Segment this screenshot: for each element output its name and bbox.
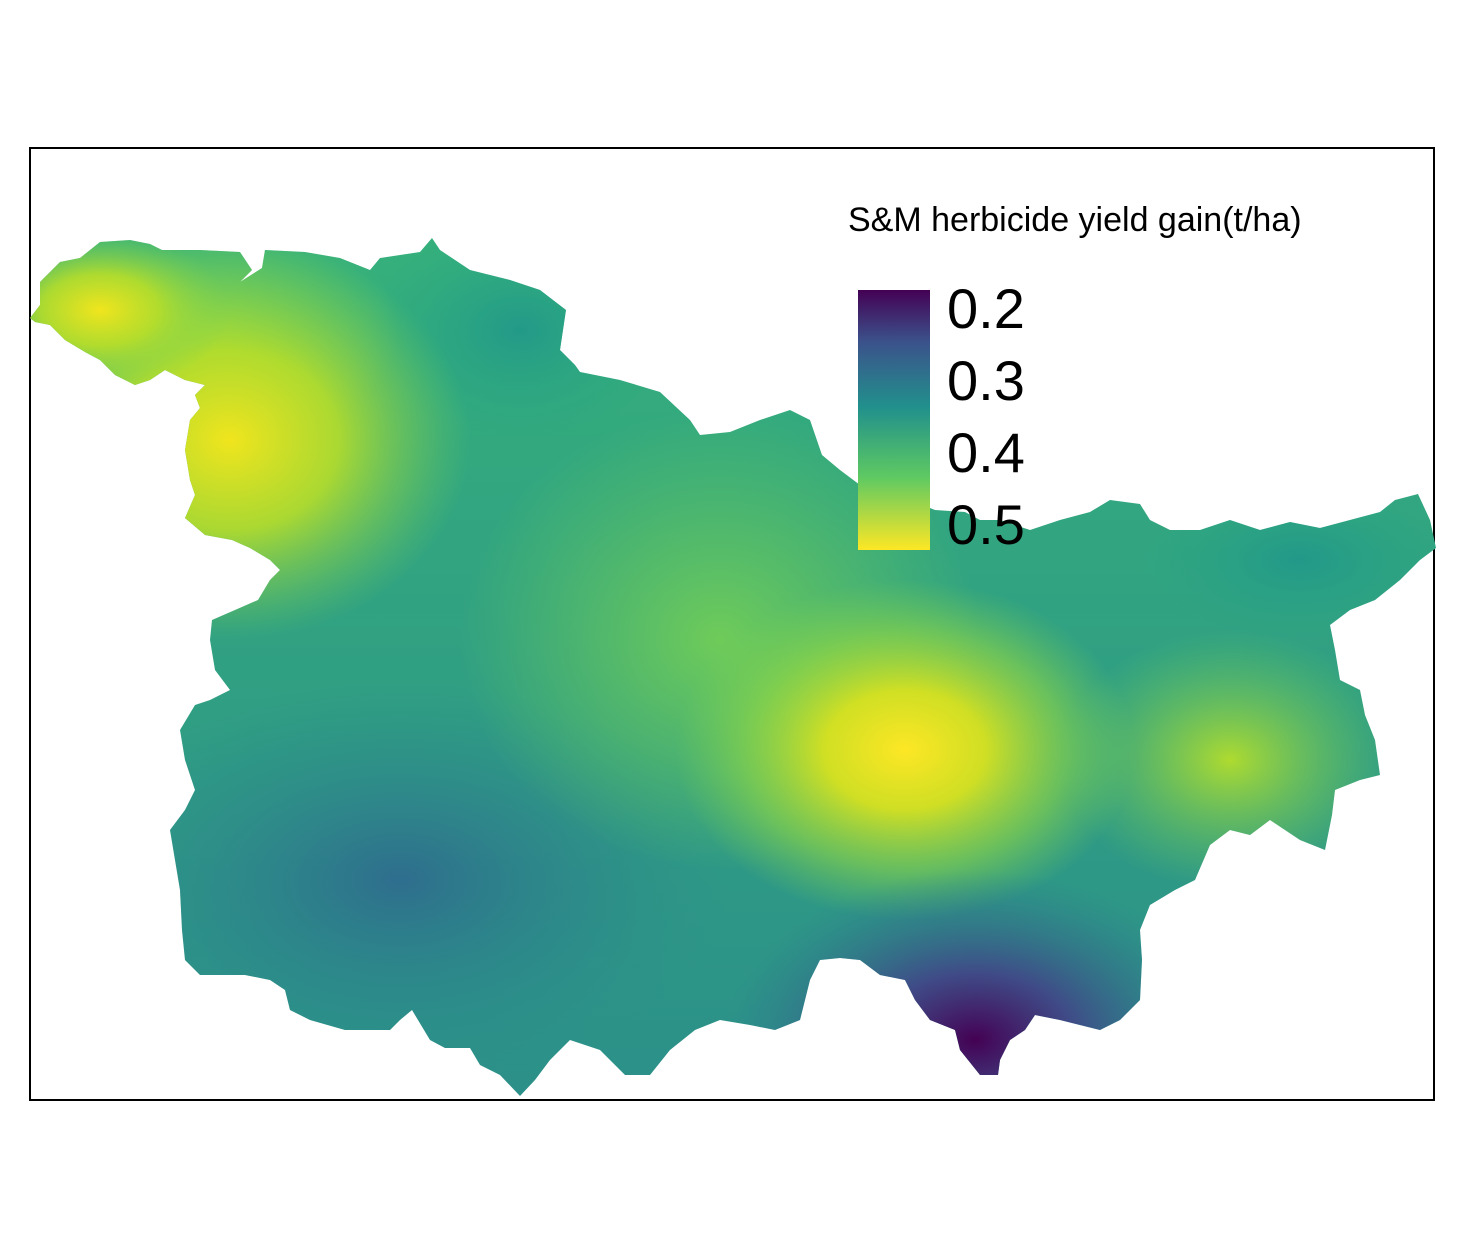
legend-colorbar — [858, 290, 930, 550]
legend-title: S&M herbicide yield gain(t/ha) — [848, 201, 1302, 239]
legend-tick-0-2: 0.2 — [947, 277, 1025, 340]
yellow-central-east-hotspot — [675, 580, 1135, 920]
legend: S&M herbicide yield gain(t/ha) 0.2 0.3 0… — [848, 201, 1302, 556]
yellow-east-hotspot — [1060, 630, 1400, 890]
legend-tick-0-5: 0.5 — [947, 493, 1025, 556]
purple-south-lowspot — [725, 870, 1225, 1096]
legend-tick-0-4: 0.4 — [947, 421, 1025, 484]
legend-tick-0-3: 0.3 — [947, 349, 1025, 412]
